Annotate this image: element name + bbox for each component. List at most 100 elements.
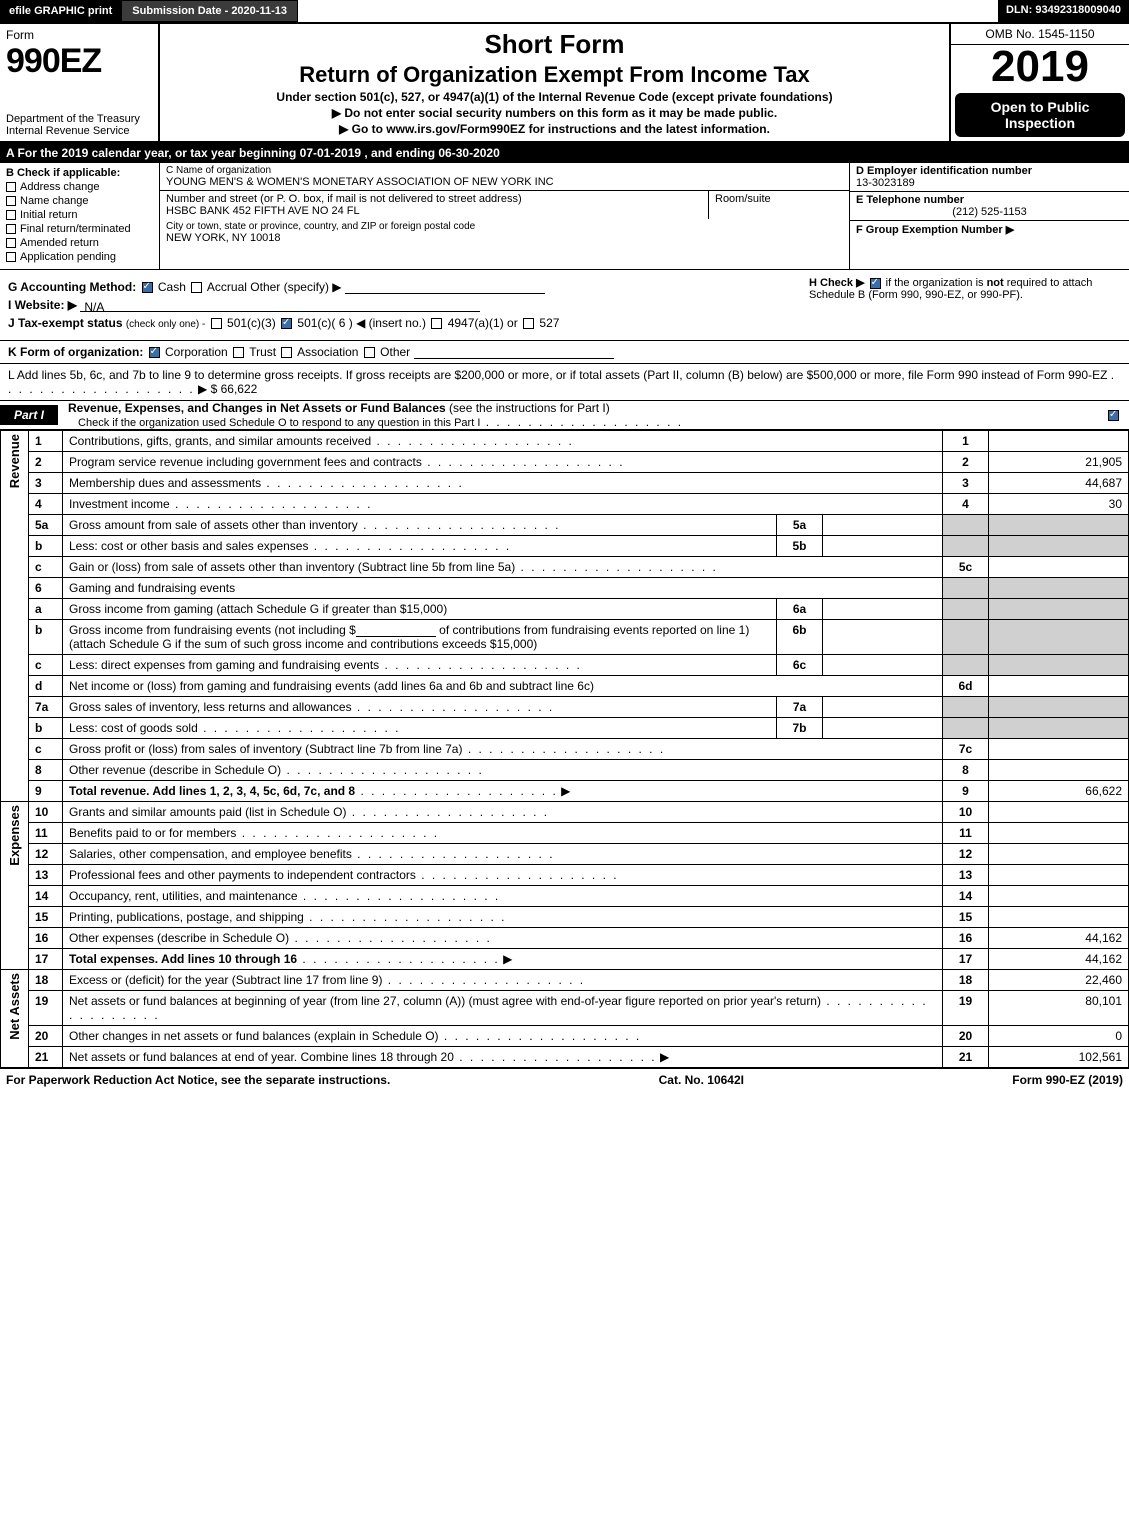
form-number: 990EZ	[6, 42, 152, 81]
table-row: 4 Investment income 4 30	[1, 494, 1129, 515]
table-row: 19 Net assets or fund balances at beginn…	[1, 991, 1129, 1026]
dept-treasury: Department of the Treasury Internal Reve…	[6, 113, 152, 137]
chk-501c3[interactable]	[211, 318, 222, 329]
page-footer: For Paperwork Reduction Act Notice, see …	[0, 1068, 1129, 1091]
table-row: 17 Total expenses. Add lines 10 through …	[1, 949, 1129, 970]
chk-name-change[interactable]: Name change	[6, 195, 153, 207]
line-j: J Tax-exempt status (check only one) - 5…	[8, 316, 781, 330]
netassets-side-label: Net Assets	[1, 970, 29, 1068]
table-row: c Gross profit or (loss) from sales of i…	[1, 739, 1129, 760]
telephone-cell: E Telephone number (212) 525-1153	[850, 192, 1129, 221]
table-row: 21 Net assets or fund balances at end of…	[1, 1047, 1129, 1068]
form-footer-label: Form 990-EZ (2019)	[1012, 1073, 1123, 1087]
part-i-table: Revenue 1 Contributions, gifts, grants, …	[0, 430, 1129, 1068]
col-def: D Employer identification number 13-3023…	[849, 163, 1129, 269]
table-row: b Less: cost of goods sold 7b	[1, 718, 1129, 739]
amt-13	[989, 865, 1129, 886]
header-mid: Short Form Return of Organization Exempt…	[160, 24, 949, 141]
city-cell: City or town, state or province, country…	[160, 219, 849, 246]
chk-final-return[interactable]: Final return/terminated	[6, 223, 153, 235]
table-row: 11 Benefits paid to or for members 11	[1, 823, 1129, 844]
chk-trust[interactable]	[233, 347, 244, 358]
gross-receipts: $ 66,622	[211, 382, 258, 396]
chk-other-org[interactable]	[364, 347, 375, 358]
table-row: 20 Other changes in net assets or fund b…	[1, 1026, 1129, 1047]
short-form-title: Short Form	[168, 29, 941, 60]
amt-9: 66,622	[989, 781, 1129, 802]
part-i-header: Part I Revenue, Expenses, and Changes in…	[0, 401, 1129, 430]
ein-value: 13-3023189	[856, 177, 1123, 189]
city-state-zip: NEW YORK, NY 10018	[166, 232, 843, 244]
table-row: 14 Occupancy, rent, utilities, and maint…	[1, 886, 1129, 907]
table-row: 2 Program service revenue including gove…	[1, 452, 1129, 473]
table-row: a Gross income from gaming (attach Sched…	[1, 599, 1129, 620]
table-row: d Net income or (loss) from gaming and f…	[1, 676, 1129, 697]
line-h: H Check ▶ if the organization is not req…	[801, 276, 1121, 334]
amt-19: 80,101	[989, 991, 1129, 1026]
amt-3: 44,687	[989, 473, 1129, 494]
amt-11	[989, 823, 1129, 844]
line-g: G Accounting Method: Cash Accrual Other …	[8, 280, 781, 294]
table-row: 16 Other expenses (describe in Schedule …	[1, 928, 1129, 949]
table-row: 8 Other revenue (describe in Schedule O)…	[1, 760, 1129, 781]
cat-no: Cat. No. 10642I	[659, 1073, 744, 1087]
col-b-checkboxes: B Check if applicable: Address change Na…	[0, 163, 160, 269]
amt-16: 44,162	[989, 928, 1129, 949]
table-row: 9 Total revenue. Add lines 1, 2, 3, 4, 5…	[1, 781, 1129, 802]
subval-6b	[823, 620, 943, 655]
org-name-cell: C Name of organization YOUNG MEN'S & WOM…	[160, 163, 849, 191]
header-right: OMB No. 1545-1150 2019 Open to Public In…	[949, 24, 1129, 141]
chk-initial-return[interactable]: Initial return	[6, 209, 153, 221]
chk-corporation[interactable]	[149, 347, 160, 358]
amt-4: 30	[989, 494, 1129, 515]
amt-2: 21,905	[989, 452, 1129, 473]
website-value: N/A	[84, 300, 104, 314]
subval-5a	[823, 515, 943, 536]
table-row: Expenses 10 Grants and similar amounts p…	[1, 802, 1129, 823]
col-c-org-info: C Name of organization YOUNG MEN'S & WOM…	[160, 163, 849, 269]
header-left: Form 990EZ Department of the Treasury In…	[0, 24, 160, 141]
subval-5b	[823, 536, 943, 557]
open-to-public: Open to Public Inspection	[955, 93, 1125, 137]
col-b-title: B Check if applicable:	[6, 167, 120, 179]
amt-8	[989, 760, 1129, 781]
amt-17: 44,162	[989, 949, 1129, 970]
table-row: 12 Salaries, other compensation, and emp…	[1, 844, 1129, 865]
tax-year: 2019	[951, 45, 1129, 89]
room-suite-label: Room/suite	[715, 193, 843, 205]
table-row: 6 Gaming and fundraising events	[1, 578, 1129, 599]
line-k: K Form of organization: Corporation Trus…	[0, 341, 1129, 364]
chk-amended-return[interactable]: Amended return	[6, 237, 153, 249]
table-row: b Less: cost or other basis and sales ex…	[1, 536, 1129, 557]
chk-501c[interactable]	[281, 318, 292, 329]
street-address: HSBC BANK 452 FIFTH AVE NO 24 FL	[166, 205, 702, 217]
table-row: 15 Printing, publications, postage, and …	[1, 907, 1129, 928]
amt-21: 102,561	[989, 1047, 1129, 1068]
chk-application-pending[interactable]: Application pending	[6, 251, 153, 263]
line-i: I Website: ▶ N/A	[8, 298, 781, 312]
amt-7c	[989, 739, 1129, 760]
chk-cash[interactable]	[142, 282, 153, 293]
chk-4947[interactable]	[431, 318, 442, 329]
line-l: L Add lines 5b, 6c, and 7b to line 9 to …	[0, 364, 1129, 401]
amt-14	[989, 886, 1129, 907]
amt-18: 22,460	[989, 970, 1129, 991]
amt-6d	[989, 676, 1129, 697]
chk-schedule-o[interactable]	[1108, 410, 1119, 421]
top-bar: efile GRAPHIC print Submission Date - 20…	[0, 0, 1129, 22]
chk-schedule-b[interactable]	[870, 278, 881, 289]
chk-527[interactable]	[523, 318, 534, 329]
chk-accrual[interactable]	[191, 282, 202, 293]
subval-6a	[823, 599, 943, 620]
lines-ghij: G Accounting Method: Cash Accrual Other …	[0, 270, 1129, 341]
chk-address-change[interactable]: Address change	[6, 181, 153, 193]
under-section: Under section 501(c), 527, or 4947(a)(1)…	[168, 90, 941, 104]
table-row: 13 Professional fees and other payments …	[1, 865, 1129, 886]
subval-7b	[823, 718, 943, 739]
org-name: YOUNG MEN'S & WOMEN'S MONETARY ASSOCIATI…	[166, 176, 843, 188]
table-row: b Gross income from fundraising events (…	[1, 620, 1129, 655]
irs-link[interactable]: www.irs.gov/Form990EZ	[386, 122, 525, 136]
table-row: Net Assets 18 Excess or (deficit) for th…	[1, 970, 1129, 991]
efile-print-button[interactable]: efile GRAPHIC print	[0, 0, 121, 22]
chk-association[interactable]	[281, 347, 292, 358]
